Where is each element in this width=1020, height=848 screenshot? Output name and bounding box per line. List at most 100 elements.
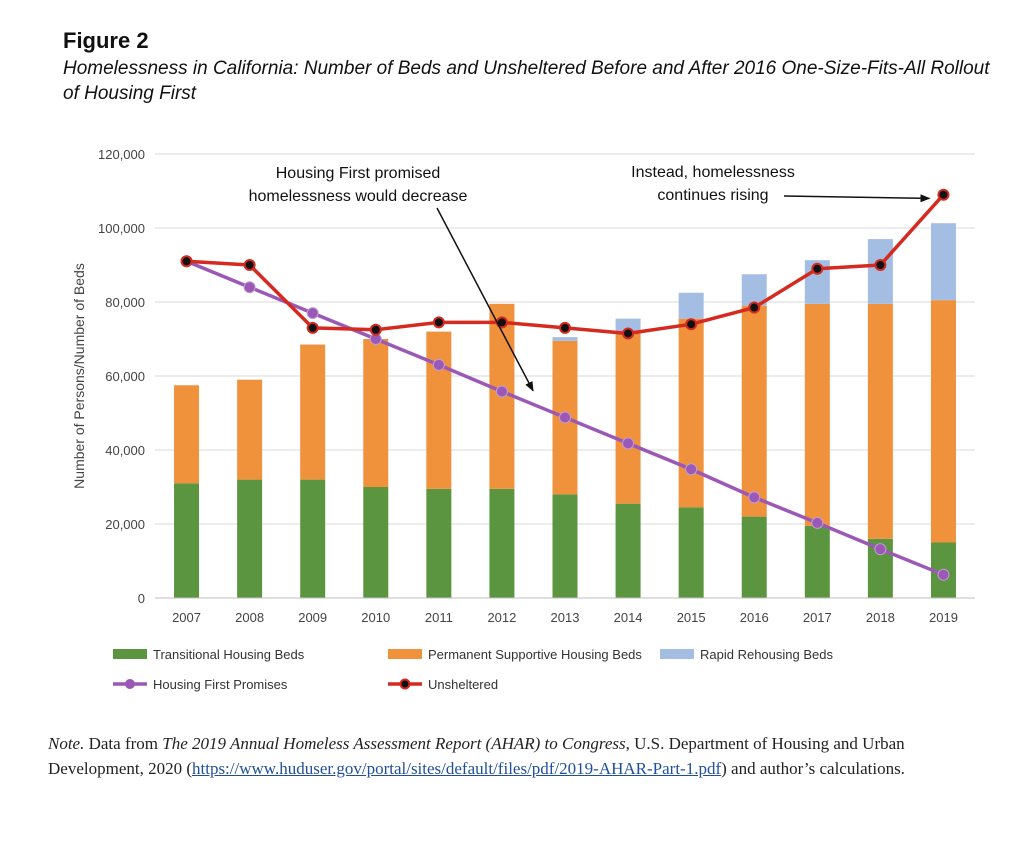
y-tick-label: 120,000 (98, 147, 145, 162)
point-housing-first-promises (622, 437, 635, 450)
x-tick-label: 2007 (172, 610, 201, 625)
annotation-text: continues rising (657, 187, 768, 204)
bar-rapid-rehousing-beds (678, 292, 704, 319)
point-unsheltered (622, 327, 635, 340)
legend: Transitional Housing Beds Permanent Suppo… (113, 647, 833, 692)
point-housing-first-promises (243, 281, 256, 294)
legend-label-transitional-housing-beds: Transitional Housing Beds (153, 647, 305, 662)
note-lead: Note. (48, 734, 85, 753)
x-tick-label: 2008 (235, 610, 264, 625)
bar-transitional-housing-beds (174, 483, 200, 598)
annotation-arrow (783, 194, 931, 203)
point-unsheltered (559, 321, 571, 334)
y-tick-label: 40,000 (105, 443, 145, 458)
point-housing-first-promises (306, 307, 319, 320)
bar-permanent-supportive-housing-beds (930, 300, 956, 543)
point-housing-first-promises (432, 358, 445, 371)
bar-rapid-rehousing-beds (552, 337, 578, 341)
bar-transitional-housing-beds (237, 479, 263, 598)
note-source-link[interactable]: https://www.huduser.gov/portal/sites/def… (192, 759, 722, 778)
point-housing-first-promises (937, 568, 950, 581)
point-housing-first-promises (495, 385, 508, 398)
bar-permanent-supportive-housing-beds (741, 305, 767, 517)
point-unsheltered (874, 259, 887, 271)
y-tick-label: 20,000 (105, 517, 145, 532)
note-text-middle: , U.S. Department of Housing and Urban D… (48, 734, 905, 778)
point-unsheltered (306, 321, 319, 334)
point-unsheltered (811, 262, 824, 275)
point-unsheltered (748, 301, 761, 314)
note-report-title: The 2019 Annual Homeless Assessment Repo… (162, 734, 626, 753)
bar-permanent-supportive-housing-beds (237, 379, 263, 480)
bar-permanent-supportive-housing-beds (678, 318, 704, 508)
x-tick-label: 2016 (740, 610, 769, 625)
x-tick-label: 2014 (614, 610, 643, 625)
legend-marker-housing-first-promises (125, 679, 135, 689)
bar-permanent-supportive-housing-beds (300, 344, 326, 480)
point-housing-first-promises (685, 463, 698, 476)
x-tick-label: 2017 (803, 610, 832, 625)
legend-label-unsheltered: Unsheltered (428, 677, 498, 692)
line-unsheltered (186, 193, 945, 336)
annotation-text: homelessness would decrease (249, 188, 468, 205)
x-tick-label: 2018 (866, 610, 895, 625)
point-unsheltered (180, 255, 193, 268)
x-tick-label: 2010 (361, 610, 390, 625)
bar-rapid-rehousing-beds (615, 318, 641, 332)
point-unsheltered (937, 188, 950, 201)
note-text-before: Data from (84, 734, 163, 753)
point-housing-first-promises (748, 491, 761, 504)
legend-swatch-permanent-supportive-housing-beds (388, 649, 422, 659)
legend-swatch-rapid-rehousing-beds (660, 649, 694, 659)
y-tick-label: 100,000 (98, 221, 145, 236)
bar-permanent-supportive-housing-beds (174, 385, 200, 484)
bar-transitional-housing-beds (300, 479, 326, 598)
annotation-text: Housing First promised (276, 165, 441, 182)
y-axis-label: Number of Persons/Number of Beds (71, 263, 87, 489)
legend-marker-unsheltered (399, 678, 411, 690)
annotation-arrow (436, 207, 534, 392)
note-text-after: ) and author’s calculations. (721, 759, 905, 778)
bar-permanent-supportive-housing-beds (867, 303, 893, 539)
point-housing-first-promises (559, 411, 571, 424)
point-unsheltered (369, 323, 382, 336)
point-unsheltered (685, 318, 698, 331)
bar-transitional-housing-beds (426, 488, 452, 598)
figure-title: Homelessness in California: Number of Be… (63, 58, 990, 104)
x-tick-label: 2011 (425, 610, 453, 625)
bar-transitional-housing-beds (615, 503, 641, 598)
chart: 0 20,000 40,000 60,000 80,000 100,000 120,000 2… (71, 147, 975, 692)
x-tick-label: 2013 (551, 610, 580, 625)
legend-label-permanent-supportive-housing-beds: Permanent Supportive Housing Beds (428, 647, 642, 662)
y-tick-label: 80,000 (105, 295, 145, 310)
y-tick-label: 60,000 (105, 369, 145, 384)
y-tick-label: 0 (138, 591, 145, 606)
legend-label-rapid-rehousing-beds: Rapid Rehousing Beds (700, 647, 833, 662)
bar-transitional-housing-beds (678, 507, 704, 598)
legend-label-housing-first-promises: Housing First Promises (153, 677, 288, 692)
bar-permanent-supportive-housing-beds (426, 331, 452, 489)
bar-transitional-housing-beds (363, 487, 389, 598)
bar-permanent-supportive-housing-beds (615, 331, 641, 504)
bar-rapid-rehousing-beds (867, 239, 893, 304)
bar-series (174, 223, 956, 598)
bar-transitional-housing-beds (741, 516, 767, 598)
figure-label: Figure 2 (63, 28, 149, 53)
bar-rapid-rehousing-beds (930, 223, 956, 301)
legend-swatch-transitional-housing-beds (113, 649, 147, 659)
point-unsheltered (432, 316, 445, 329)
x-tick-label: 2015 (677, 610, 706, 625)
x-tick-label: 2019 (929, 610, 958, 625)
x-tick-label: 2012 (487, 610, 516, 625)
bar-permanent-supportive-housing-beds (804, 303, 830, 526)
annotations: Housing First promised homelessness would… (249, 164, 931, 392)
figure-note: Note. Data from The 2019 Annual Homeless… (48, 731, 988, 781)
point-housing-first-promises (874, 543, 887, 556)
bar-permanent-supportive-housing-beds (363, 339, 389, 487)
x-tick-label: 2009 (298, 610, 327, 625)
bar-transitional-housing-beds (804, 525, 830, 598)
point-unsheltered (243, 259, 256, 271)
bar-transitional-housing-beds (552, 494, 578, 598)
point-housing-first-promises (811, 516, 824, 529)
annotation-text: Instead, homelessness (631, 164, 795, 181)
